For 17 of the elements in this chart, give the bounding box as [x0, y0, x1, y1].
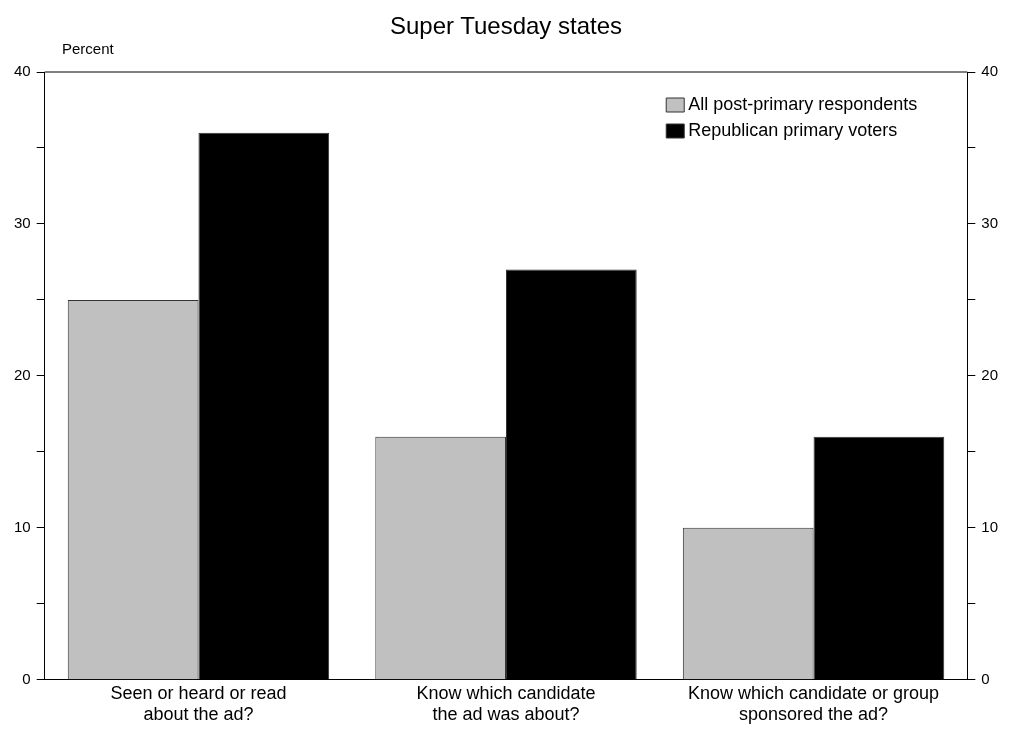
y2-tick-label: 20 [981, 366, 998, 384]
y2-tick-label: 10 [981, 517, 998, 535]
x-tick-label: Know which candidate or group sponsored the ad? [687, 682, 940, 725]
legend-label: All post-primary respondents [688, 93, 918, 114]
y-tick-label: 0 [22, 669, 31, 687]
y-axis-title: Percent [62, 40, 114, 57]
y2-tick-label: 0 [981, 669, 990, 687]
y-tick-label: 10 [14, 517, 31, 535]
y-tick-label: 30 [14, 214, 31, 232]
y2-tick-label: 40 [981, 62, 998, 80]
x-tick-label: Know which candidate the ad was about? [416, 682, 596, 725]
chart-subtitle: Super Tuesday states [388, 12, 624, 40]
y-tick-label: 20 [14, 366, 31, 384]
y2-tick-label: 30 [981, 214, 998, 232]
x-tick-label: Seen or heard or read about the ad? [110, 682, 287, 725]
y-tick-label: 40 [14, 62, 31, 80]
legend-label: Republican primary voters [688, 119, 898, 140]
